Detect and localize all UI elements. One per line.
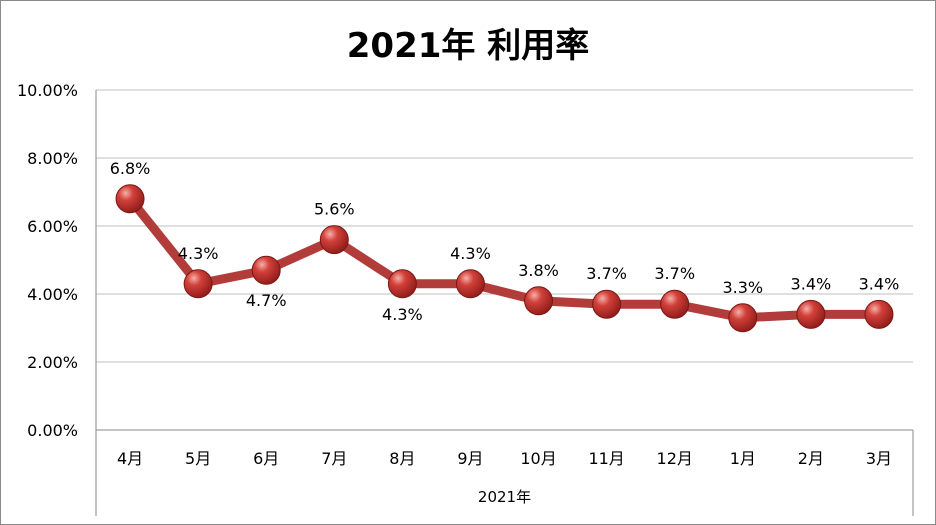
x-tick-label: 7月 <box>321 449 347 468</box>
data-point <box>319 225 349 255</box>
y-tick-label: 2.00% <box>27 353 78 372</box>
data-label: 3.4% <box>791 274 832 293</box>
y-axis-ticks: 0.00% 2.00% 4.00% 6.00% 8.00% 10.00% <box>17 81 78 440</box>
data-label: 3.7% <box>586 264 627 283</box>
x-tick-label: 10月 <box>520 449 556 468</box>
data-point <box>660 289 690 319</box>
x-axis-title: 2021年 <box>478 488 531 506</box>
data-label: 3.4% <box>859 274 900 293</box>
data-label: 5.6% <box>314 200 355 219</box>
data-point <box>864 299 894 329</box>
data-point <box>728 303 758 333</box>
x-tick-label: 2月 <box>798 449 824 468</box>
data-label: 4.3% <box>382 305 423 324</box>
x-tick-label: 3月 <box>866 449 892 468</box>
x-tick-label: 9月 <box>457 449 483 468</box>
data-point <box>183 269 213 299</box>
data-label: 4.3% <box>178 244 219 263</box>
x-tick-label: 6月 <box>253 449 279 468</box>
data-label: 4.7% <box>246 291 287 310</box>
y-tick-label: 0.00% <box>27 421 78 440</box>
data-point <box>524 286 554 316</box>
series-line-layer <box>125 194 884 323</box>
data-point <box>251 255 281 285</box>
data-point <box>455 269 485 299</box>
data-point <box>796 299 826 329</box>
x-tick-label: 12月 <box>657 449 693 468</box>
series-line <box>125 194 884 323</box>
chart-title: 2021年 利用率 <box>346 26 590 66</box>
data-label: 3.8% <box>518 261 559 280</box>
x-tick-label: 5月 <box>185 449 211 468</box>
data-point <box>387 269 417 299</box>
x-tick-label: 1月 <box>730 449 756 468</box>
axes <box>95 90 914 516</box>
y-tick-label: 6.00% <box>27 217 78 236</box>
data-label: 3.3% <box>722 278 763 297</box>
grid-lines <box>96 89 913 363</box>
data-labels: 6.8% 4.3% 4.7% 5.6% 4.3% 4.3% 3.8% 3.7% 3.7% 3.3%… <box>110 159 900 324</box>
y-tick-label: 4.00% <box>27 285 78 304</box>
x-tick-label: 8月 <box>389 449 415 468</box>
y-tick-label: 8.00% <box>27 149 78 168</box>
x-tick-label: 11月 <box>588 449 624 468</box>
y-tick-label: 10.00% <box>17 81 78 100</box>
data-point <box>592 289 622 319</box>
data-point <box>115 184 145 214</box>
series-markers <box>115 184 894 333</box>
data-label: 3.7% <box>654 264 695 283</box>
x-tick-label: 4月 <box>117 449 143 468</box>
data-label: 4.3% <box>450 244 491 263</box>
x-axis-ticks: 4月 5月 6月 7月 8月 9月 10月 11月 12月 1月 2月 3月 <box>117 449 892 468</box>
data-label: 6.8% <box>110 159 151 178</box>
